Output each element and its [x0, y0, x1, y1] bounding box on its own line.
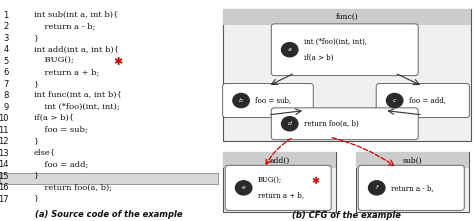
Text: e: e [242, 185, 246, 190]
Text: 4: 4 [3, 45, 9, 54]
Text: BUG();: BUG(); [258, 177, 282, 185]
Text: (a) Source code of the example: (a) Source code of the example [35, 210, 183, 219]
Text: (b) CFG of the example: (b) CFG of the example [292, 211, 401, 220]
Text: int (*foo)(int, int),: int (*foo)(int, int), [304, 37, 367, 45]
Text: 16: 16 [0, 183, 9, 192]
Text: 5: 5 [3, 57, 9, 66]
Text: int func(int a, int b){: int func(int a, int b){ [34, 91, 122, 99]
Bar [356, 152, 469, 212]
Circle shape [282, 117, 298, 131]
Text: 1: 1 [3, 11, 9, 20]
Text: }: } [34, 80, 39, 88]
Text: int sub(int a, int b){: int sub(int a, int b){ [34, 11, 118, 19]
Text: f: f [375, 185, 378, 190]
Text: ✱: ✱ [113, 57, 123, 67]
FancyBboxPatch shape [358, 165, 464, 210]
Text: return a - b,: return a - b, [391, 184, 434, 192]
Text: 2: 2 [3, 22, 9, 31]
Bar [356, 152, 469, 168]
Text: 6: 6 [3, 68, 9, 77]
Text: 8: 8 [3, 91, 9, 100]
Text: func(): func() [336, 13, 359, 21]
FancyBboxPatch shape [223, 84, 313, 118]
Circle shape [369, 181, 385, 195]
Circle shape [282, 43, 298, 57]
Text: 15: 15 [0, 172, 9, 181]
Text: 12: 12 [0, 137, 9, 146]
Bar [223, 152, 336, 212]
FancyBboxPatch shape [271, 24, 418, 76]
Text: if(a > b){: if(a > b){ [34, 114, 74, 122]
Text: 14: 14 [0, 160, 9, 169]
Text: ✱: ✱ [311, 176, 319, 186]
Text: a: a [288, 47, 292, 52]
Text: foo = add,: foo = add, [409, 97, 446, 105]
Text: foo = sub;: foo = sub; [34, 126, 88, 134]
Circle shape [236, 181, 252, 195]
Text: add(): add() [269, 156, 290, 164]
FancyBboxPatch shape [225, 165, 331, 210]
Text: return a + b;: return a + b; [34, 68, 99, 76]
Text: foo = sub,: foo = sub, [255, 97, 292, 105]
Text: 11: 11 [0, 126, 9, 135]
FancyBboxPatch shape [271, 108, 418, 140]
Bar [223, 152, 336, 168]
Text: 13: 13 [0, 149, 9, 158]
Text: }: } [34, 34, 39, 42]
Text: }: } [34, 172, 39, 180]
Bar [0, 173, 218, 184]
Text: BUG();: BUG(); [34, 57, 73, 65]
Text: d: d [288, 121, 292, 126]
Text: 17: 17 [0, 195, 9, 204]
Text: return a + b,: return a + b, [258, 191, 304, 199]
Text: int add(int a, int b){: int add(int a, int b){ [34, 45, 119, 53]
FancyBboxPatch shape [376, 84, 469, 118]
Text: 3: 3 [3, 34, 9, 43]
Text: foo = add;: foo = add; [34, 160, 88, 168]
Text: return a - b;: return a - b; [34, 22, 95, 30]
Bar [223, 9, 472, 141]
Text: }: } [34, 137, 39, 145]
Text: return foo(a, b): return foo(a, b) [304, 120, 358, 128]
Circle shape [386, 93, 403, 108]
Text: c: c [393, 98, 396, 103]
Text: sub(): sub() [403, 156, 422, 164]
Text: }: } [34, 195, 39, 203]
Bar [223, 9, 472, 25]
Text: 10: 10 [0, 114, 9, 123]
Text: else{: else{ [34, 149, 56, 157]
Text: if(a > b): if(a > b) [304, 54, 333, 62]
Text: 7: 7 [3, 80, 9, 89]
Circle shape [233, 93, 249, 108]
Text: return foo(a, b);: return foo(a, b); [34, 183, 112, 191]
Text: b: b [239, 98, 243, 103]
Text: 9: 9 [3, 103, 9, 112]
Text: int (*foo)(int, int);: int (*foo)(int, int); [34, 103, 119, 111]
